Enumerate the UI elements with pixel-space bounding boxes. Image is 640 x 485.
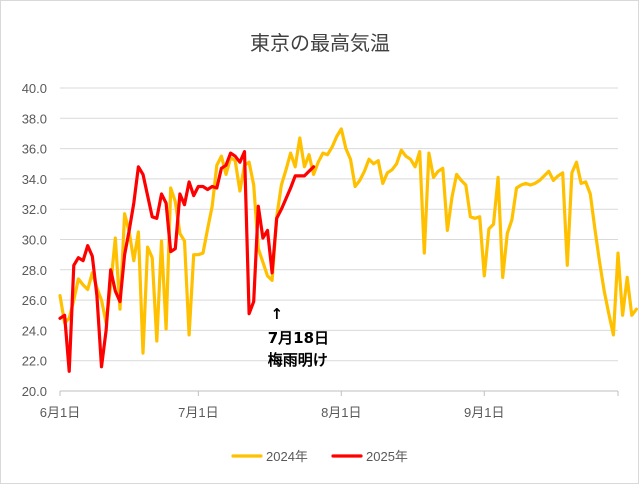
- annotation-arrow: ↑: [270, 305, 283, 323]
- plot-area: [58, 127, 639, 373]
- y-tick-label: 40.0: [22, 81, 47, 96]
- y-tick-label: 36.0: [22, 142, 47, 157]
- x-tick-label: 8月1日: [321, 405, 361, 420]
- y-tick-label: 24.0: [22, 323, 47, 338]
- annotation-text: 梅雨明け: [268, 351, 328, 369]
- series-line-0: [58, 127, 639, 355]
- legend-label: 2024年: [266, 449, 308, 464]
- y-tick-label: 30.0: [22, 233, 47, 248]
- x-tick-label: 9月1日: [464, 405, 504, 420]
- legend[interactable]: 2024年 2025年: [231, 449, 408, 464]
- x-tick-label: 6月1日: [40, 405, 80, 420]
- y-tick-label: 20.0: [22, 384, 47, 399]
- x-tick-label: 7月1日: [178, 405, 218, 420]
- y-tick-label: 28.0: [22, 263, 47, 278]
- legend-label: 2025年: [366, 449, 408, 464]
- y-axis: 20.0 22.0 24.0 26.0 28.0 30.0 32.0 34.0 36.0 38.0…: [22, 81, 47, 399]
- x-axis: 6月1日 7月1日 8月1日 9月1日: [40, 390, 619, 420]
- chart-title: 東京の最高気温: [250, 31, 390, 55]
- y-tick-label: 38.0: [22, 111, 47, 126]
- series-line-1: [58, 150, 316, 373]
- y-tick-label: 26.0: [22, 293, 47, 308]
- y-tick-label: 22.0: [22, 354, 47, 369]
- y-tick-label: 34.0: [22, 172, 47, 187]
- annotation-text: 7月18日: [268, 329, 329, 347]
- y-tick-label: 32.0: [22, 202, 47, 217]
